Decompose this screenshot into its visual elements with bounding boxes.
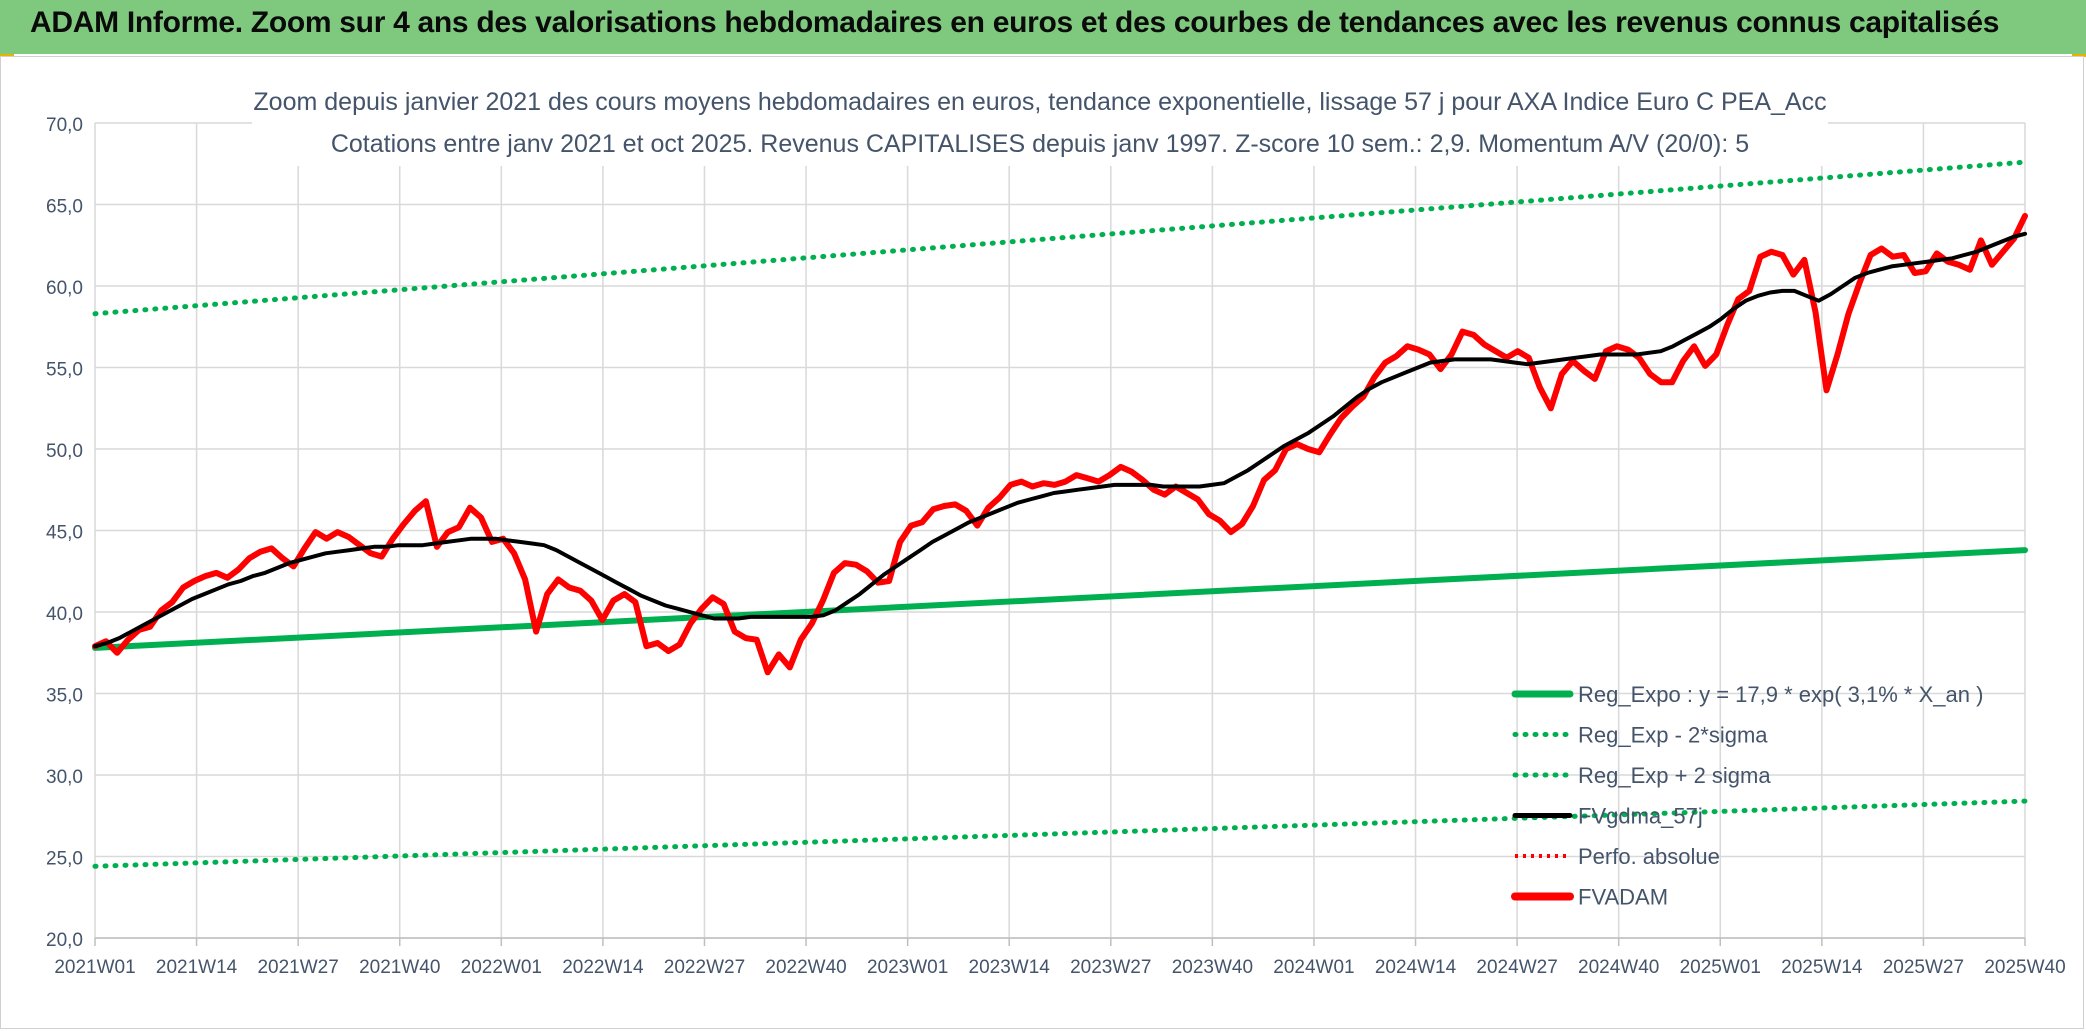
y-tick-label: 35,0 (46, 686, 83, 707)
x-tick-label: 2024W40 (1578, 957, 1659, 978)
report-title: ADAM Informe. Zoom sur 4 ans des valoris… (30, 6, 2000, 39)
x-tick-label: 2021W01 (54, 957, 135, 978)
y-axis-ticks: 70,0 65,0 60,0 55,0 50,0 45,0 40,0 35,0 30,0 25,0… (46, 115, 83, 951)
y-tick-label: 45,0 (46, 523, 83, 544)
x-tick-label: 2023W14 (969, 957, 1051, 978)
x-tick-label: 2024W01 (1273, 957, 1354, 978)
x-tick-label: 2021W27 (257, 957, 338, 978)
legend-label: Reg_Exp - 2*sigma (1578, 723, 1768, 748)
x-tick-label: 2022W01 (461, 957, 542, 978)
reg-expo-line (92, 547, 2028, 651)
x-tick-label: 2021W40 (359, 957, 440, 978)
fvgdma-57j-line (93, 231, 2027, 649)
chart-title: Zoom depuis janvier 2021 des cours moyen… (253, 88, 1826, 116)
y-tick-label: 65,0 (46, 197, 83, 218)
x-tick-label: 2023W40 (1172, 957, 1253, 978)
legend: Reg_Expo : y = 17,9 * exp( 3,1% * X_an )… (1511, 682, 1983, 910)
fvadam-line (92, 212, 2028, 676)
x-tick-label: 2022W14 (562, 957, 644, 978)
y-tick-label: 60,0 (46, 278, 83, 299)
x-tick-label: 2025W27 (1883, 957, 1964, 978)
chart-subtitle: Cotations entre janv 2021 et oct 2025. R… (331, 130, 1749, 158)
y-tick-label: 20,0 (46, 930, 83, 951)
x-tick-label: 2023W01 (867, 957, 948, 978)
y-tick-label: 40,0 (46, 604, 83, 625)
legend-label: Reg_Exp + 2 sigma (1578, 763, 1771, 788)
reg-exp-plus-2sigma-line (92, 159, 2028, 317)
x-axis-ticks: 2021W01 2021W14 2021W27 2021W40 2022W01 2022W… (54, 957, 2065, 978)
x-tick-label: 2025W01 (1680, 957, 1761, 978)
x-tick-label: 2022W27 (664, 957, 745, 978)
series-layer (92, 159, 2028, 869)
x-tick-label: 2024W14 (1375, 957, 1457, 978)
chart-frame (0, 56, 2084, 1029)
legend-label: FVgdma_57j (1578, 804, 1703, 829)
grid (94, 122, 2026, 946)
y-tick-label: 70,0 (46, 115, 83, 136)
x-tick-label: 2021W14 (156, 957, 238, 978)
legend-label: FVADAM (1578, 885, 1668, 910)
legend-label: Perfo. absolue (1578, 844, 1720, 869)
x-tick-label: 2023W27 (1070, 957, 1151, 978)
y-tick-label: 50,0 (46, 441, 83, 462)
accent-left (0, 54, 14, 57)
x-tick-label: 2022W40 (765, 957, 846, 978)
x-tick-label: 2025W14 (1781, 957, 1863, 978)
accent-right (2072, 54, 2086, 57)
title-background (252, 76, 1828, 166)
y-tick-label: 55,0 (46, 360, 83, 381)
legend-label: Reg_Expo : y = 17,9 * exp( 3,1% * X_an ) (1578, 682, 1983, 707)
x-tick-label: 2025W40 (1984, 957, 2065, 978)
y-tick-label: 25,0 (46, 849, 83, 870)
x-tick-label: 2024W27 (1476, 957, 1557, 978)
reg-exp-minus-2sigma-line (92, 798, 2028, 869)
y-tick-label: 30,0 (46, 767, 83, 788)
report-banner: ADAM Informe. Zoom sur 4 ans des valoris… (0, 0, 2086, 54)
